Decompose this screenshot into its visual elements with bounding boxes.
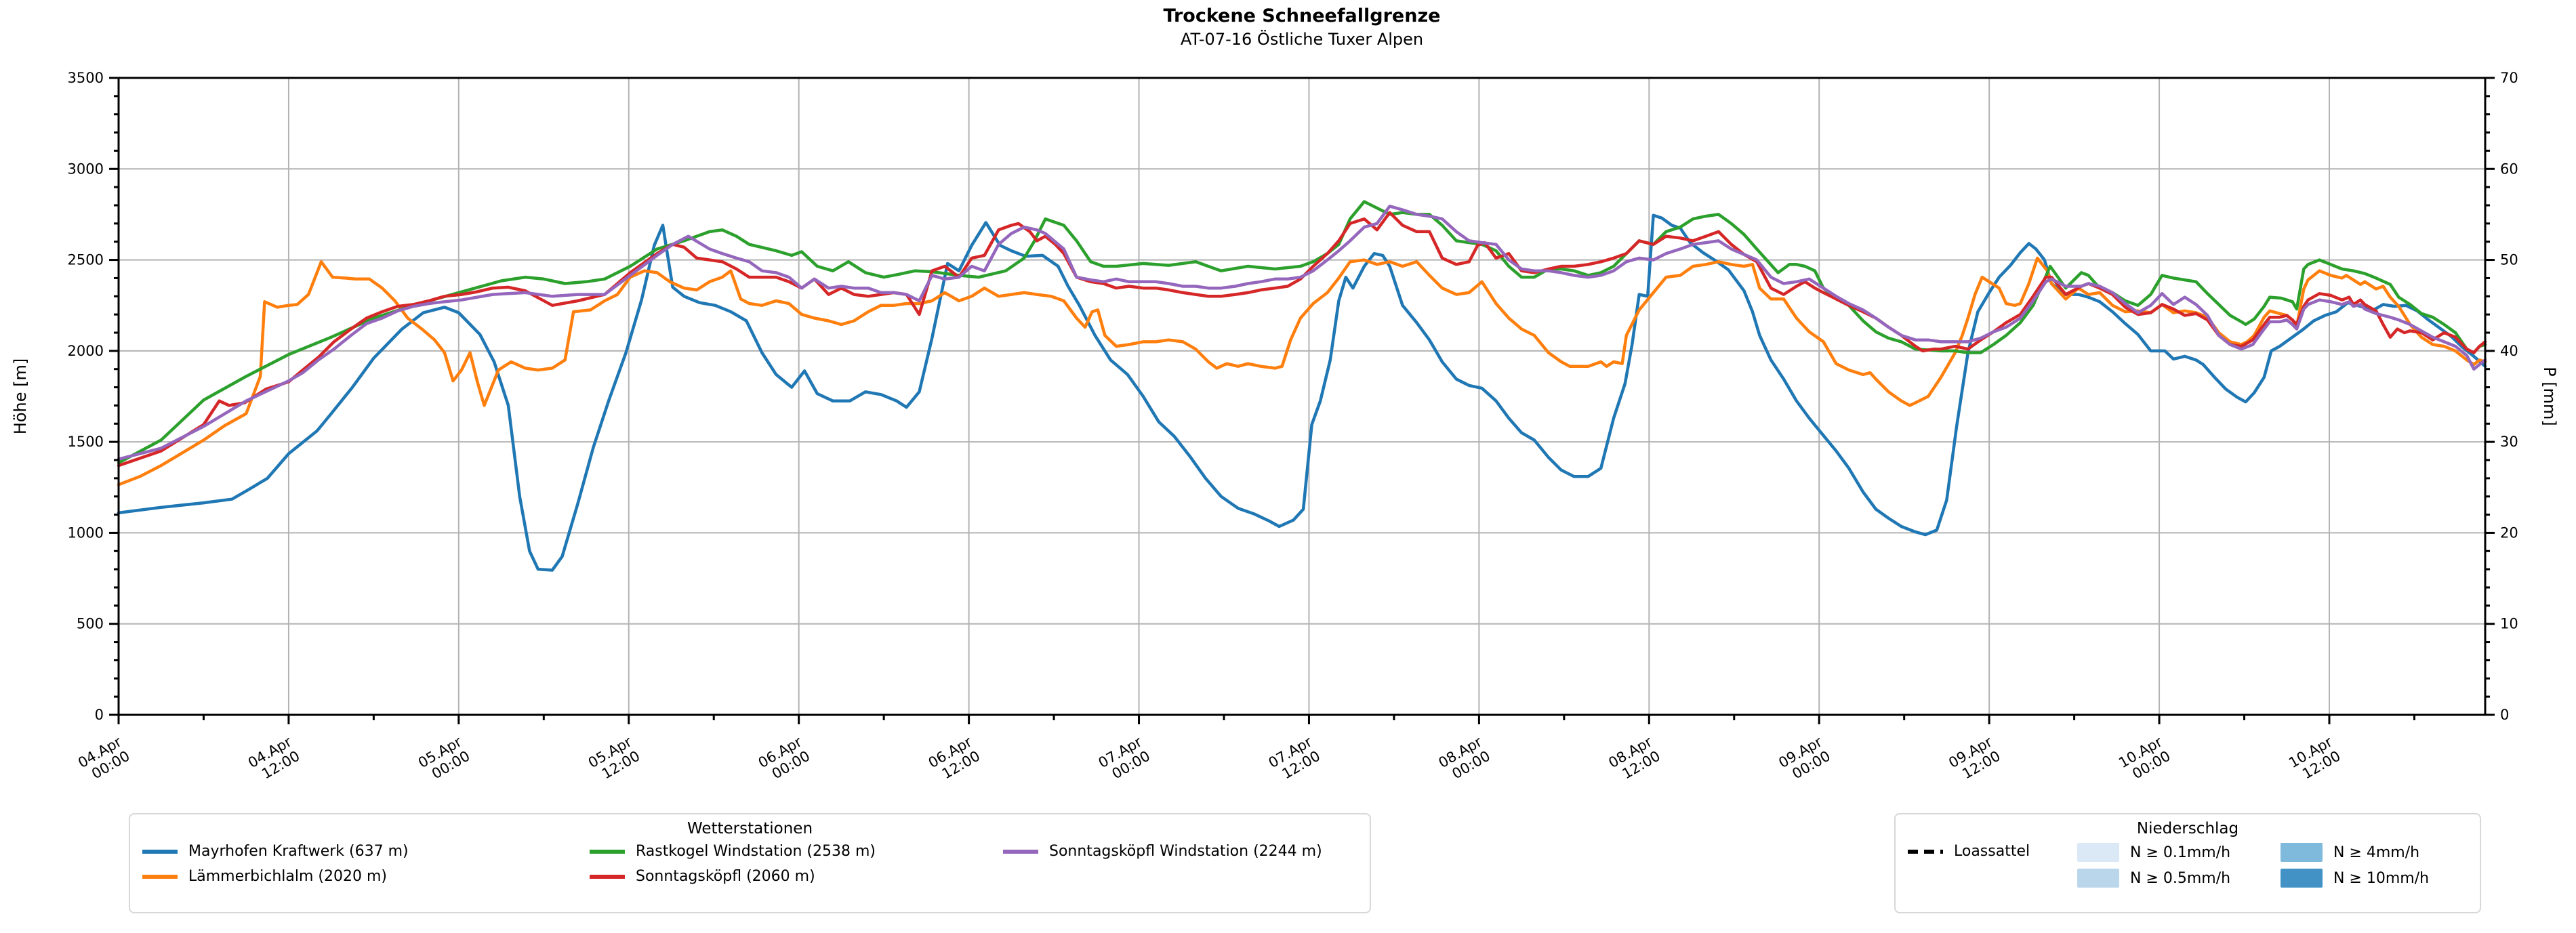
legend-item-rastkogel: Rastkogel Windstation (2538 m)	[590, 843, 1003, 860]
y-right-tick-label: 0	[2500, 707, 2509, 723]
precip-patch-icon	[2281, 869, 2323, 888]
legend-item-loassattel: Loassattel	[1908, 843, 2077, 860]
precip-patch-icon	[2077, 869, 2119, 888]
y-left-tick-label: 3000	[68, 161, 104, 177]
legend-label: N ≥ 0.5mm/h	[2130, 869, 2231, 887]
legend-item-precip-4: N ≥ 4mm/h	[2281, 843, 2463, 862]
precip-patch-icon	[2077, 843, 2119, 862]
y-left-tick-label: 500	[77, 616, 104, 632]
series-line	[117, 211, 2487, 468]
x-tick-label: 06.Apr00:00	[756, 733, 813, 785]
plot-border	[117, 77, 2487, 716]
legend-item-precip-0.5: N ≥ 0.5mm/h	[2077, 869, 2281, 888]
x-tick-label: 04.Apr00:00	[75, 733, 133, 785]
legend-item-precip-10: N ≥ 10mm/h	[2281, 869, 2463, 888]
legend-item-sonntagskoepfl-windstation: Sonntagsköpfl Windstation (2244 m)	[1003, 843, 1355, 860]
chart-subtitle: AT-07-16 Östliche Tuxer Alpen	[1180, 30, 1424, 49]
x-tick-label: 08.Apr12:00	[1606, 733, 1663, 785]
y-left-tick-label: 2000	[68, 343, 104, 359]
x-tick-label: 09.Apr00:00	[1776, 733, 1833, 785]
y-right-tick-label: 40	[2500, 343, 2518, 359]
y-left-tick-label: 2500	[68, 252, 104, 268]
line-swatch-icon	[142, 874, 178, 879]
x-tick-label: 06.Apr12:00	[926, 733, 983, 785]
precip-patch-icon	[2281, 843, 2323, 862]
line-swatch-icon	[590, 849, 625, 854]
legend-label: N ≥ 10mm/h	[2333, 869, 2430, 887]
x-tick-label: 07.Apr12:00	[1266, 733, 1324, 785]
x-tick-label: 07.Apr00:00	[1096, 733, 1153, 785]
line-swatch-icon	[590, 874, 625, 879]
legend-label: Lämmerbichlalm (2020 m)	[188, 868, 388, 885]
legend-label: Sonntagsköpfl (2060 m)	[636, 868, 815, 885]
x-tick-label: 05.Apr12:00	[586, 733, 643, 785]
axis-ticks	[109, 77, 2495, 724]
line-swatch-icon	[142, 849, 178, 854]
legend-precipitation: Niederschlag Loassattel N ≥ 0.1mm/h N ≥ …	[1894, 813, 2481, 913]
series-line	[117, 205, 2487, 461]
y-left-tick-label: 1000	[68, 524, 104, 541]
y-right-tick-label: 30	[2500, 434, 2518, 450]
legend-label: Mayrhofen Kraftwerk (637 m)	[188, 843, 409, 860]
y-right-tick-label: 20	[2500, 524, 2518, 541]
y-left-tick-label: 3500	[68, 70, 104, 86]
legend-label: Rastkogel Windstation (2538 m)	[636, 843, 876, 860]
chart-title: Trockene Schneefallgrenze	[1163, 5, 1441, 26]
series-line	[117, 200, 2487, 465]
tick-labels: 04.Apr00:00 04.Apr12:00 05.Apr00:00 05.Apr1…	[68, 70, 2518, 785]
y-right-tick-label: 70	[2500, 70, 2518, 86]
legend-stations-title: Wetterstationen	[687, 820, 813, 837]
legend-item-sonntagskoepfl: Sonntagsköpfl (2060 m)	[590, 868, 1003, 885]
line-swatch-icon	[1003, 849, 1038, 854]
x-tick-label: 08.Apr00:00	[1435, 733, 1493, 785]
y-right-tick-label: 50	[2500, 252, 2518, 268]
series-lines	[117, 200, 2487, 572]
legend-label: Sonntagsköpfl Windstation (2244 m)	[1049, 843, 1322, 860]
gridlines	[119, 78, 2485, 715]
y-right-tick-label: 10	[2500, 616, 2518, 632]
legend-weather-stations: Wetterstationen Mayrhofen Kraftwerk (637…	[129, 813, 1371, 913]
x-tick-label: 10.Apr00:00	[2116, 733, 2173, 785]
legend-item-laemmerbichlalm: Lämmerbichlalm (2020 m)	[142, 868, 590, 885]
x-tick-label: 09.Apr12:00	[1946, 733, 2003, 785]
x-tick-label: 10.Apr12:00	[2286, 733, 2344, 785]
x-tick-label: 04.Apr12:00	[245, 733, 303, 785]
x-tick-label: 05.Apr00:00	[415, 733, 473, 785]
legend-precip-title: Niederschlag	[2136, 820, 2239, 837]
legend-label: N ≥ 4mm/h	[2333, 844, 2420, 861]
legend-label: Loassattel	[1954, 843, 2030, 860]
series-line	[117, 256, 2487, 486]
dashed-line-swatch-icon	[1908, 849, 1943, 854]
series-line	[117, 213, 2487, 572]
y-left-tick-label: 0	[95, 707, 104, 723]
y-left-tick-label: 1500	[68, 434, 104, 450]
legend-label: N ≥ 0.1mm/h	[2130, 844, 2231, 861]
y-right-tick-label: 60	[2500, 161, 2518, 177]
legend-item-mayrhofen: Mayrhofen Kraftwerk (637 m)	[142, 843, 590, 860]
legend-item-precip-0.1: N ≥ 0.1mm/h	[2077, 843, 2281, 862]
